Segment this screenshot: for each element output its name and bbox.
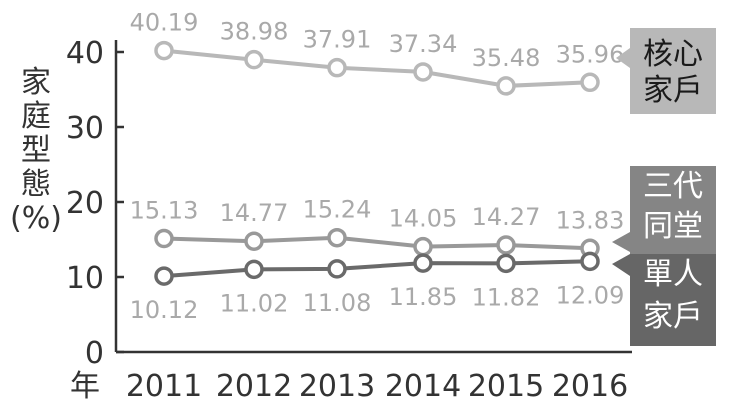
data-label: 35.48 bbox=[472, 44, 541, 72]
y-axis-label-char: 庭 bbox=[21, 99, 51, 134]
data-point bbox=[327, 227, 347, 248]
y-axis-label-char: 家 bbox=[21, 65, 51, 100]
data-point bbox=[496, 76, 516, 96]
data-point bbox=[154, 266, 174, 286]
series-name-line: 三代 bbox=[643, 169, 703, 204]
y-axis-label-char: 型 bbox=[21, 133, 51, 168]
y-axis-label-unit: (%) bbox=[10, 201, 62, 236]
series-name-pointer bbox=[616, 48, 630, 68]
data-label: 38.98 bbox=[220, 18, 289, 46]
data-label: 15.24 bbox=[303, 196, 372, 224]
data-label: 14.05 bbox=[389, 205, 458, 233]
series-name-line: 單人 bbox=[643, 257, 703, 292]
data-label: 35.96 bbox=[556, 40, 625, 68]
data-label: 10.12 bbox=[130, 296, 199, 324]
data-point bbox=[580, 72, 600, 93]
series-name-line: 家戶 bbox=[643, 73, 703, 108]
x-axis-label: 年 bbox=[70, 369, 100, 404]
data-label: 11.02 bbox=[220, 289, 289, 317]
data-label: 11.82 bbox=[472, 283, 541, 311]
series-name-box bbox=[630, 166, 716, 256]
x-tick-label: 2011 bbox=[126, 369, 202, 404]
series-name-pointer bbox=[612, 232, 630, 252]
data-label: 11.08 bbox=[303, 289, 372, 317]
data-point bbox=[496, 253, 516, 274]
data-point bbox=[244, 49, 264, 70]
data-label: 37.34 bbox=[389, 30, 458, 58]
data-point bbox=[327, 259, 347, 279]
data-label: 40.19 bbox=[130, 9, 199, 37]
y-tick-label: 20 bbox=[66, 186, 104, 221]
y-tick-label: 0 bbox=[85, 336, 104, 371]
x-tick-label: 2014 bbox=[385, 369, 461, 404]
y-axis-label: 家 庭 型 態 (%) bbox=[6, 66, 66, 236]
data-label: 14.27 bbox=[472, 203, 541, 231]
data-label: 12.09 bbox=[556, 281, 625, 309]
data-point bbox=[496, 235, 516, 255]
data-label: 13.83 bbox=[556, 206, 625, 234]
data-point bbox=[154, 228, 174, 249]
data-point bbox=[580, 251, 600, 272]
series-name-pointer bbox=[612, 254, 630, 276]
series-name-line: 核心 bbox=[643, 37, 703, 72]
data-point bbox=[244, 259, 264, 280]
data-point bbox=[413, 62, 433, 82]
series-line bbox=[163, 235, 591, 251]
series-name-line: 家戶 bbox=[643, 299, 703, 334]
series-name-line: 同堂 bbox=[643, 209, 703, 244]
y-tick-label: 10 bbox=[66, 261, 104, 296]
data-label: 37.91 bbox=[303, 26, 372, 54]
data-label: 15.13 bbox=[130, 197, 199, 225]
x-tick-label: 2016 bbox=[552, 369, 628, 404]
series-name-box bbox=[630, 254, 716, 346]
x-tick-label: 2012 bbox=[216, 369, 292, 404]
y-tick-label: 40 bbox=[66, 36, 104, 71]
series-line bbox=[163, 48, 591, 88]
x-tick-label: 2013 bbox=[299, 369, 375, 404]
data-point bbox=[413, 253, 433, 273]
series-name-box bbox=[630, 28, 716, 114]
data-point bbox=[154, 40, 174, 61]
y-tick-label: 30 bbox=[66, 111, 104, 146]
data-point bbox=[413, 236, 433, 257]
y-axis-label-char: 態 bbox=[21, 167, 51, 202]
x-tick-label: 2015 bbox=[468, 369, 544, 404]
data-label: 14.77 bbox=[220, 199, 289, 227]
series-line bbox=[163, 259, 591, 279]
data-label: 11.85 bbox=[389, 283, 458, 311]
data-point bbox=[327, 57, 347, 78]
data-point bbox=[244, 231, 264, 251]
